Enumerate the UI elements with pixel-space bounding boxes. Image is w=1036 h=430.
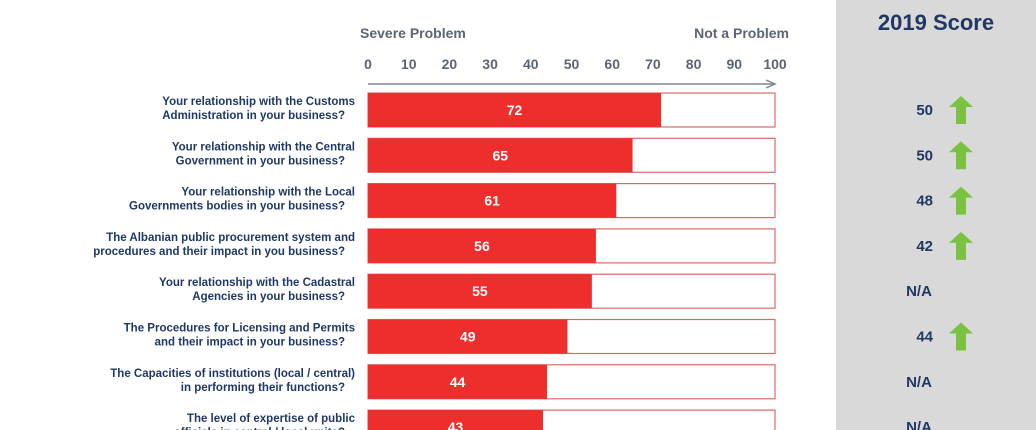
- category-label: Your relationship with the Cadastral: [159, 277, 355, 289]
- category-label: Agencies in your business?: [192, 291, 345, 303]
- category-label: Your relationship with the Central: [172, 141, 355, 153]
- bar: [368, 93, 662, 127]
- category-label: Governments bodies in your business?: [129, 201, 345, 213]
- tick-label: 40: [523, 56, 539, 72]
- category-label: The Procedures for Licensing and Permits: [124, 323, 355, 335]
- tick-label: 100: [763, 56, 787, 72]
- score-2019-panel: 2019 Score: [836, 0, 1036, 430]
- category-label: Your relationship with the Local: [181, 187, 355, 199]
- score-2019-value: 50: [916, 147, 933, 164]
- score-2019-value: N/A: [906, 283, 932, 300]
- bar-value-label: 72: [507, 102, 523, 118]
- tick-label: 90: [727, 56, 743, 72]
- category-label: Government in your business?: [176, 155, 345, 167]
- score-2019-value: N/A: [906, 419, 932, 430]
- bar-value-label: 55: [472, 283, 488, 299]
- bar-value-label: 61: [484, 193, 500, 209]
- tick-label: 10: [401, 56, 417, 72]
- category-label: The level of expertise of public: [187, 413, 356, 425]
- bar: [368, 274, 592, 309]
- category-label: The Capacities of institutions (local / …: [110, 368, 355, 380]
- score-2019-value: N/A: [906, 374, 932, 391]
- category-label: in performing their functions?: [181, 382, 345, 394]
- category-label: The Albanian public procurement system a…: [106, 232, 355, 244]
- score-2019-value: 42: [916, 238, 933, 255]
- bar-value-label: 56: [474, 238, 490, 254]
- bar: [368, 183, 617, 218]
- category-label: procedures and their impact in you busin…: [93, 246, 345, 258]
- score-2019-value: 44: [916, 329, 933, 346]
- score-2019-value: 50: [916, 102, 933, 119]
- up-arrow-icon: [949, 96, 973, 124]
- up-arrow-icon: [949, 141, 973, 170]
- up-arrow-icon: [949, 231, 973, 260]
- bar: [368, 364, 548, 399]
- bar: [368, 410, 544, 430]
- score-2019-title: 2019 Score: [877, 10, 995, 35]
- tick-label: 50: [564, 56, 580, 72]
- tick-label: 60: [604, 56, 620, 72]
- tick-label: 20: [442, 56, 458, 72]
- bar-value-label: 65: [492, 147, 508, 163]
- bar-value-label: 44: [450, 374, 466, 390]
- tick-label: 70: [645, 56, 661, 72]
- tick-label: 80: [686, 56, 702, 72]
- tick-label: 30: [482, 56, 498, 72]
- axis-arrow: [765, 79, 777, 89]
- category-label: Your relationship with the Customs: [162, 96, 355, 108]
- bar-value-label: 43: [448, 419, 464, 430]
- scale-right-label: Not a Problem: [694, 25, 789, 41]
- bar: [368, 138, 633, 173]
- bar-value-label: 49: [460, 329, 476, 345]
- category-label: and their impact in your business?: [155, 337, 345, 349]
- score-2019-value: 48: [916, 193, 933, 210]
- category-label: Administration in your business?: [162, 110, 345, 122]
- bar: [368, 228, 596, 263]
- up-arrow-icon: [949, 322, 973, 351]
- up-arrow-icon: [949, 186, 973, 215]
- bar: [368, 319, 568, 354]
- category-label: officials in central / local units?: [174, 427, 345, 430]
- tick-label: 0: [364, 56, 372, 72]
- scale-left-label: Severe Problem: [360, 25, 466, 41]
